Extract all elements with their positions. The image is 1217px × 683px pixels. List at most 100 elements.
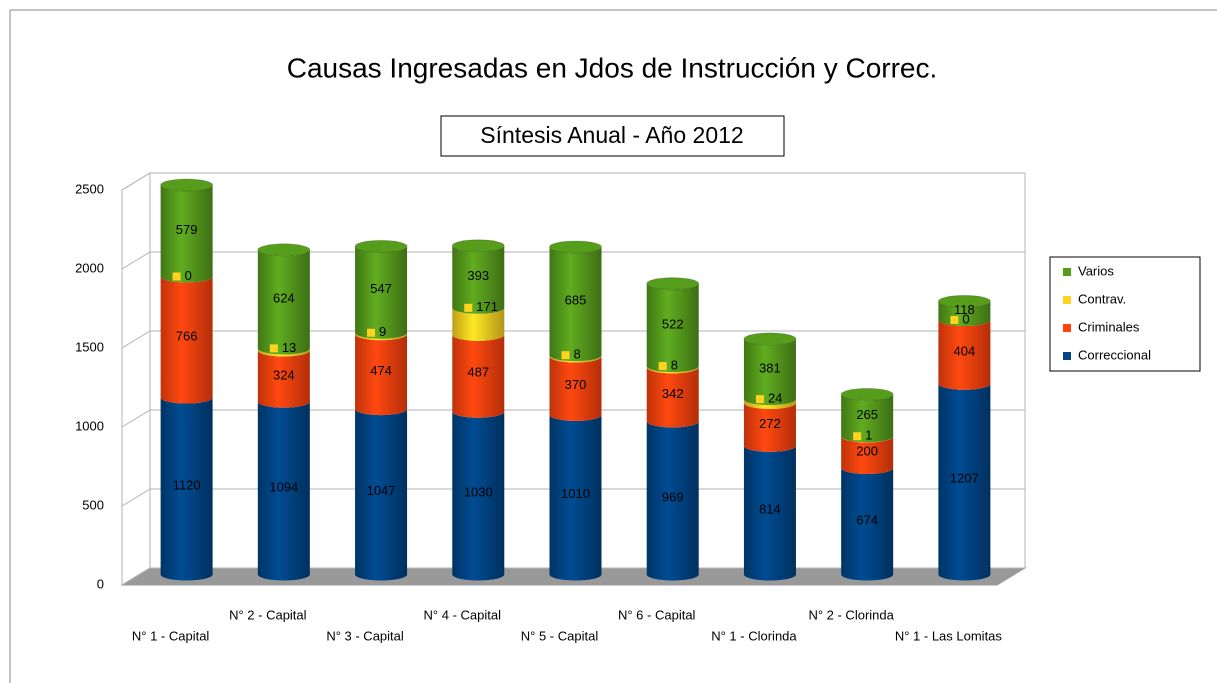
legend-swatch — [1063, 268, 1071, 276]
x-tick-label: N° 2 - Clorinda — [808, 607, 894, 622]
value-label: 1094 — [269, 480, 298, 495]
grid-line — [121, 251, 1025, 270]
value-label: 8 — [574, 347, 581, 362]
grid-line — [121, 488, 1025, 507]
bar-segment — [743, 402, 796, 452]
subtitle-box — [440, 115, 785, 157]
grid-line — [121, 172, 1025, 191]
bar-segment — [257, 401, 310, 581]
label-key — [269, 344, 278, 353]
value-label: 200 — [856, 444, 878, 459]
bar-segment — [646, 367, 699, 428]
legend-swatch — [1063, 296, 1071, 304]
bar-segment — [160, 276, 213, 404]
y-tick-label: 1500 — [75, 339, 104, 354]
bar-segment — [841, 394, 894, 443]
value-label: 404 — [954, 343, 976, 358]
bar-segment — [160, 185, 213, 283]
label-key — [853, 432, 862, 441]
label-key — [755, 395, 764, 404]
value-label: 579 — [176, 222, 198, 237]
label-key — [561, 351, 570, 360]
bar-segment — [743, 445, 796, 581]
value-label: 118 — [954, 302, 975, 317]
legend-label: Contrav. — [1078, 291, 1126, 306]
x-tick-label: N° 6 - Capital — [618, 607, 696, 622]
value-label: 1047 — [367, 483, 396, 498]
value-label: 0 — [962, 311, 969, 326]
legend-label: Varios — [1078, 263, 1114, 278]
bar-segment — [743, 399, 796, 409]
bar-segment — [938, 383, 991, 581]
y-tick-label: 500 — [82, 497, 104, 512]
value-label: 474 — [370, 363, 392, 378]
value-label: 265 — [856, 407, 878, 422]
bar-top — [646, 277, 700, 291]
y-tick-label: 2500 — [75, 181, 104, 196]
x-tick-label: N° 1 - Las Lomitas — [895, 628, 1003, 643]
value-label: 522 — [662, 316, 684, 331]
legend-label: Criminales — [1078, 319, 1140, 334]
bar-segment — [646, 283, 699, 373]
bar-segment — [938, 319, 991, 390]
label-key — [658, 362, 667, 371]
value-label: 969 — [662, 489, 684, 504]
bar-segment — [549, 355, 602, 363]
value-label: 8 — [671, 358, 678, 373]
value-label: 547 — [370, 281, 392, 296]
x-tick-label: N° 2 - Capital — [229, 607, 307, 622]
value-label: 1030 — [464, 485, 493, 500]
bar-segment — [355, 334, 408, 416]
value-label: 393 — [467, 268, 489, 283]
bar-segment — [452, 411, 505, 581]
bar-segment — [549, 414, 602, 581]
value-label: 1010 — [561, 486, 590, 501]
bar-top — [743, 332, 797, 346]
value-label: 487 — [467, 365, 489, 380]
value-label: 324 — [273, 367, 295, 382]
bar-segment — [257, 348, 310, 357]
value-label: 171 — [476, 299, 498, 314]
value-label: 1120 — [173, 477, 201, 492]
label-key — [950, 315, 959, 324]
legend-box — [1049, 256, 1201, 372]
bar-top — [257, 243, 311, 257]
grid-line — [121, 330, 1025, 349]
value-label: 342 — [662, 386, 684, 401]
bar-segment — [355, 409, 408, 581]
x-tick-label: N° 5 - Capital — [521, 628, 599, 643]
bar-segment — [452, 334, 505, 418]
label-key — [172, 272, 181, 281]
chart-subtitle: Síntesis Anual - Año 2012 — [480, 122, 743, 148]
bar-top — [840, 387, 894, 401]
bar-segment — [355, 332, 408, 341]
legend-label: Correccional — [1078, 347, 1151, 362]
y-tick-label: 2000 — [75, 260, 104, 275]
value-label: 0 — [185, 268, 192, 283]
bar-segment — [160, 397, 213, 581]
label-key — [464, 303, 473, 312]
x-tick-label: N° 1 - Clorinda — [711, 628, 797, 643]
bar-top — [354, 239, 408, 253]
bar-segment — [452, 307, 505, 341]
y-tick-label: 0 — [97, 576, 104, 591]
bar-segment — [646, 366, 699, 374]
bar-segment — [355, 246, 408, 339]
grid-line — [121, 409, 1025, 428]
bar-segment — [841, 468, 894, 581]
value-label: 13 — [282, 340, 296, 355]
value-label: 1207 — [950, 471, 979, 486]
x-tick-label: N° 3 - Capital — [326, 628, 404, 643]
value-label: 766 — [176, 328, 198, 343]
value-label: 24 — [768, 391, 782, 406]
bar-segment — [841, 436, 894, 475]
value-label: 1 — [865, 428, 872, 443]
grid-line — [121, 567, 1025, 586]
value-label: 814 — [759, 502, 781, 517]
side-wall — [121, 172, 151, 586]
bar-segment — [452, 245, 505, 314]
legend-swatch — [1063, 324, 1071, 332]
value-label: 624 — [273, 291, 295, 306]
bar-segment — [257, 350, 310, 408]
